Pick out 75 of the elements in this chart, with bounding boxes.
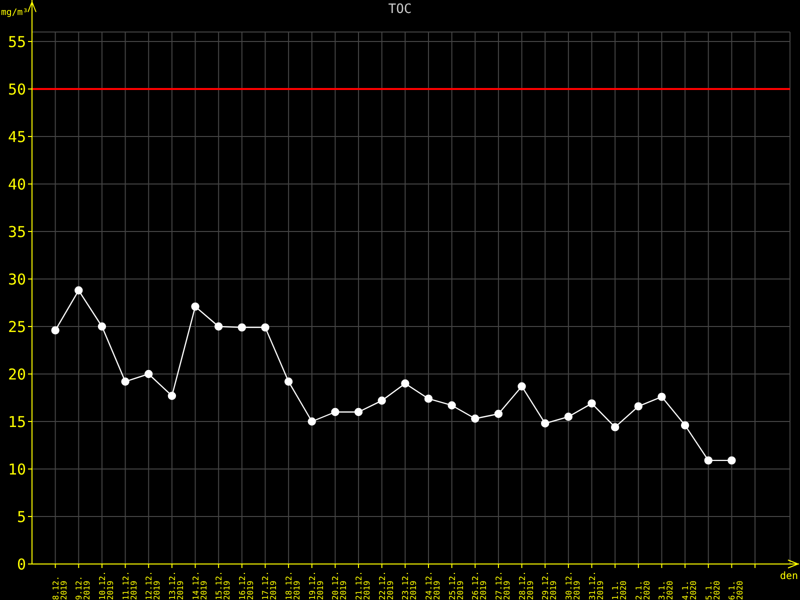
y-tick-label: 0 bbox=[16, 555, 26, 574]
x-tick-label: 28.12. 2019 bbox=[518, 571, 535, 600]
point bbox=[401, 379, 410, 388]
y-tick-label: 45 bbox=[8, 128, 26, 146]
x-tick-label: 9.12. 2019 bbox=[74, 576, 92, 600]
point bbox=[261, 323, 270, 332]
x-tick-label: 16.12. 2019 bbox=[238, 571, 255, 600]
point bbox=[191, 302, 200, 311]
point bbox=[680, 421, 690, 430]
y-tick-label: 5 bbox=[16, 508, 26, 526]
point bbox=[308, 417, 316, 426]
x-tick-label: 31.12. 2019 bbox=[588, 571, 605, 600]
point bbox=[610, 423, 620, 432]
point bbox=[564, 412, 573, 421]
point bbox=[658, 392, 666, 401]
point bbox=[168, 392, 176, 400]
x-tick-label: 21.12. 2019 bbox=[354, 571, 372, 600]
x-tick-label: 12.12. 2019 bbox=[144, 571, 162, 600]
x-tick-label: 2.1. 2020 bbox=[634, 580, 652, 600]
point bbox=[448, 401, 456, 410]
point bbox=[728, 456, 736, 465]
y-tick-label: 15 bbox=[8, 412, 26, 431]
x-tick-label: 30.12. 2019 bbox=[564, 571, 582, 600]
x-tick-label: 11.12. 2019 bbox=[121, 571, 138, 600]
point bbox=[354, 408, 363, 416]
x-tick-label: 22.12. 2019 bbox=[378, 571, 395, 600]
point bbox=[634, 402, 642, 410]
x-tick-label: 5.1. 2020 bbox=[704, 580, 722, 600]
y-tick-label: 10 bbox=[8, 460, 26, 478]
x-tick-label: 18.12. 2019 bbox=[284, 571, 302, 600]
x-tick-label: 15.12. 2019 bbox=[214, 571, 232, 600]
point bbox=[214, 322, 223, 331]
x-tick-label: 4.1. 2020 bbox=[681, 580, 698, 600]
point bbox=[541, 419, 550, 428]
point bbox=[98, 322, 106, 331]
point bbox=[51, 326, 60, 334]
x-tick-label: 3.1. 2020 bbox=[658, 580, 675, 600]
y-tick-label: 40 bbox=[8, 175, 26, 194]
x-tick-label: 17.12. 2019 bbox=[261, 571, 278, 600]
y-tick-label: 55 bbox=[8, 32, 26, 51]
y-tick-label: 20 bbox=[8, 365, 26, 384]
x-tick-label: 1.1. 2020 bbox=[611, 580, 628, 600]
x-tick-label: 6.1. 2020 bbox=[728, 580, 745, 600]
point bbox=[144, 370, 153, 378]
x-tick-label: 23.12. 2019 bbox=[401, 571, 418, 600]
x-tick-label: 25.12. 2019 bbox=[448, 571, 465, 600]
y-tick-label: 35 bbox=[8, 222, 26, 241]
y-tick-label: 25 bbox=[8, 318, 26, 336]
point bbox=[471, 414, 480, 423]
x-tick-label: 10.12. 2019 bbox=[98, 571, 115, 600]
x-tick-label: 13.12. 2019 bbox=[168, 571, 185, 600]
x-tick-label: 19.12. 2019 bbox=[308, 571, 325, 600]
point bbox=[494, 410, 503, 418]
x-tick-label: 27.12. 2019 bbox=[494, 571, 512, 600]
x-tick-label: 24.12. 2019 bbox=[424, 571, 442, 600]
point bbox=[121, 378, 130, 386]
chart-title: TOC bbox=[388, 2, 412, 17]
y-tick-label: 30 bbox=[8, 270, 26, 288]
point bbox=[284, 378, 293, 386]
y-tick-label: 50 bbox=[8, 80, 26, 98]
point bbox=[704, 456, 712, 465]
point bbox=[378, 396, 386, 405]
point bbox=[74, 286, 83, 294]
point bbox=[331, 408, 340, 416]
x-tick-label: 8.12. 2019 bbox=[51, 576, 68, 600]
point bbox=[518, 382, 526, 390]
point bbox=[588, 399, 596, 408]
x-tick-label: 20.12. 2019 bbox=[331, 571, 348, 600]
x-tick-label: 14.12. 2019 bbox=[191, 571, 208, 600]
x-tick-label: 29.12. 2019 bbox=[541, 571, 558, 600]
x-tick-label: 26.12. 2019 bbox=[471, 571, 488, 600]
y-axis-title: mg/m³ bbox=[1, 8, 28, 18]
x-axis-title: den bbox=[780, 571, 798, 582]
point bbox=[424, 394, 433, 403]
point bbox=[238, 323, 246, 332]
